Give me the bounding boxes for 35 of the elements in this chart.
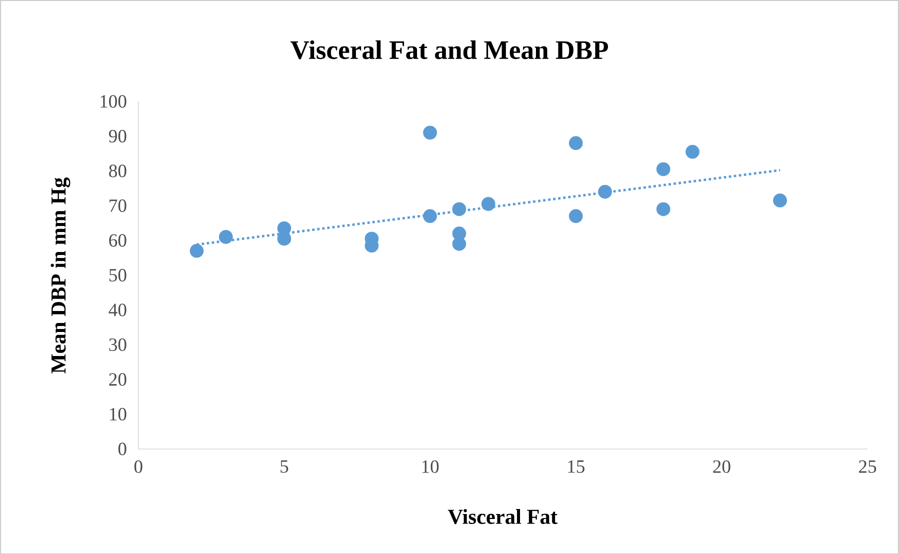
x-axis-title: Visceral Fat bbox=[448, 508, 558, 524]
point bbox=[568, 136, 583, 150]
y-tick-label: 40 bbox=[108, 303, 126, 316]
point bbox=[598, 184, 612, 199]
y-tick-label: 50 bbox=[109, 268, 126, 282]
x-tick-label: 20 bbox=[713, 460, 730, 473]
y-tick-label: 90 bbox=[108, 130, 126, 142]
y-tick-label: 30 bbox=[109, 338, 126, 351]
y-axis-title: Mean DBP in mm Hg bbox=[50, 177, 70, 374]
y-tick-label: 10 bbox=[110, 408, 126, 420]
y-tick-label: 70 bbox=[110, 199, 126, 212]
point bbox=[686, 144, 700, 159]
point bbox=[773, 193, 787, 208]
chart-title: Visceral Fat and Mean DBP bbox=[290, 40, 608, 60]
x-tick-label: 5 bbox=[280, 460, 288, 473]
y-tick-label: 0 bbox=[118, 442, 126, 456]
point bbox=[452, 202, 466, 216]
point bbox=[481, 196, 496, 211]
y-tick-label: 80 bbox=[109, 164, 126, 178]
y-tick-label: 60 bbox=[109, 234, 126, 247]
point bbox=[656, 162, 670, 176]
point bbox=[452, 236, 466, 251]
point bbox=[218, 230, 233, 244]
x-tick-label: 0 bbox=[134, 460, 142, 473]
x-tick-label: 10 bbox=[422, 460, 439, 473]
point bbox=[190, 244, 204, 258]
point bbox=[277, 232, 292, 246]
point bbox=[423, 208, 437, 223]
y-tick-label: 100 bbox=[100, 94, 126, 108]
x-tick-label: 25 bbox=[858, 460, 876, 473]
point bbox=[568, 208, 583, 223]
point bbox=[423, 126, 437, 140]
point bbox=[656, 202, 670, 216]
x-tick-label: 15 bbox=[568, 460, 584, 473]
y-tick-label: 20 bbox=[109, 372, 126, 386]
